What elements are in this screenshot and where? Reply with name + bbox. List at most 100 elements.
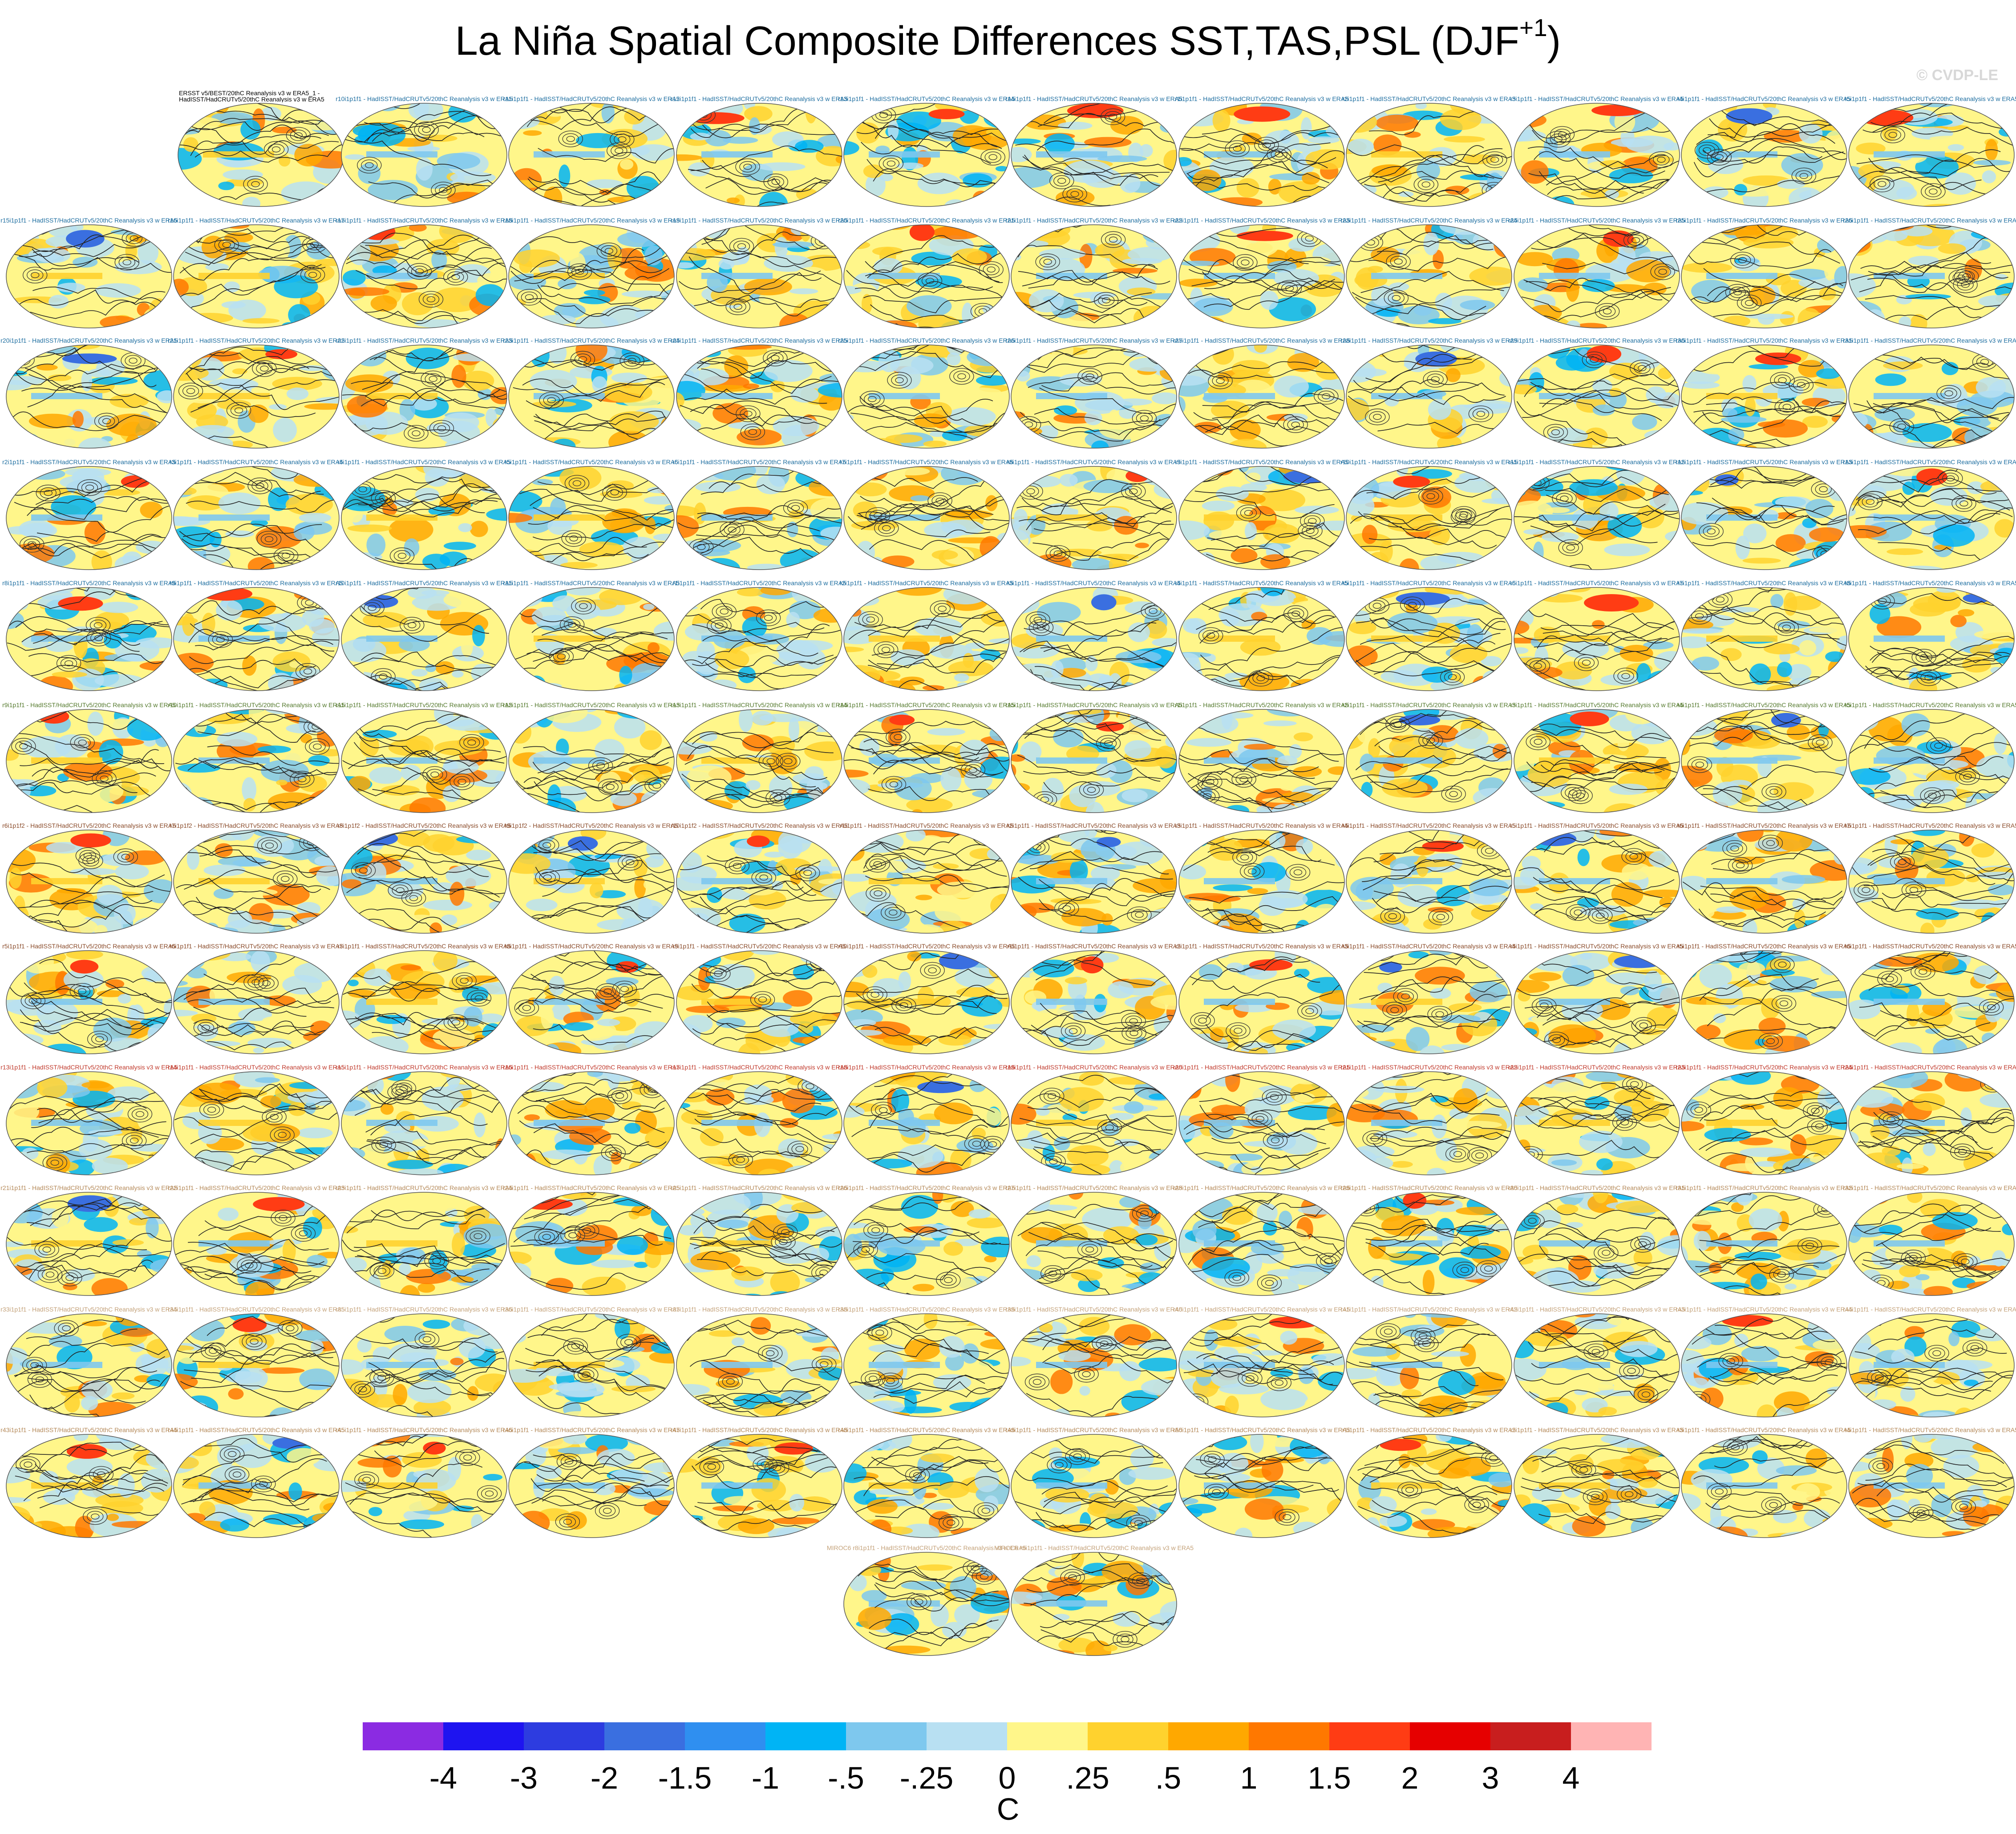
globe-map xyxy=(843,103,1010,207)
globe-map xyxy=(1011,587,1177,691)
globe-map xyxy=(1011,103,1177,207)
globe-map xyxy=(843,1192,1010,1296)
panel-title: r17i1p1f1 - HadISST/HadCRUTv5/20thC Rean… xyxy=(671,1064,848,1071)
panel-title: r8i1p1f1 - HadISST/HadCRUTv5/20thC Reana… xyxy=(505,943,678,950)
panel-title: r48i1p1f1 - HadISST/HadCRUTv5/20thC Rean… xyxy=(838,1426,1015,1433)
globe-map xyxy=(1514,1192,1680,1296)
panel-title: r21i1p1f1 - HadISST/HadCRUTv5/20thC Rean… xyxy=(168,337,345,344)
globe-map xyxy=(843,1552,1010,1656)
globe-map xyxy=(173,950,340,1054)
panel-title: r11i1p1f1 - HadISST/HadCRUTv5/20thC Rean… xyxy=(1508,458,1685,466)
globe-map xyxy=(676,1434,842,1538)
panel-title: r7i1p1f1 - HadISST/HadCRUTv5/20thC Reana… xyxy=(1677,579,1851,587)
panel-title: r47i1p1f1 - HadISST/HadCRUTv5/20thC Rean… xyxy=(671,1426,848,1433)
globe-map xyxy=(341,103,507,207)
globe-map xyxy=(508,344,675,449)
panel-title: r45i1p1f1 - HadISST/HadCRUTv5/20thC Rean… xyxy=(336,1426,513,1433)
colorbar-swatch xyxy=(1571,1722,1652,1750)
globe-map xyxy=(173,1313,340,1417)
panel-title: MIROC6 r9i1p1f1 - HadISST/HadCRUTv5/20th… xyxy=(994,1544,1194,1551)
panel-title: r9i1p1f2 - HadISST/HadCRUTv5/20thC Reana… xyxy=(505,822,678,829)
colorbar-swatch xyxy=(765,1722,846,1750)
panel-title: r4i1p1f1 - HadISST/HadCRUTv5/20thC Reana… xyxy=(1677,95,1851,102)
panel-title: r12i1p1f1 - HadISST/HadCRUTv5/20thC Rean… xyxy=(671,95,848,102)
panel-title: r5i1p1f1 - HadISST/HadCRUTv5/20thC Reana… xyxy=(1510,822,1684,829)
globe-map xyxy=(1514,950,1680,1054)
panel-title: r37i1p1f1 - HadISST/HadCRUTv5/20thC Rean… xyxy=(671,1306,848,1313)
globe-map xyxy=(1514,344,1680,449)
globe-map xyxy=(843,1071,1010,1175)
panel-title: r2i1p1f1 - HadISST/HadCRUTv5/20thC Reana… xyxy=(1007,822,1181,829)
globe-map xyxy=(676,103,842,207)
globe-map xyxy=(341,587,507,691)
title-main: La Niña Spatial Composite Differences SS… xyxy=(455,18,1519,64)
panel-title: r46i1p1f1 - HadISST/HadCRUTv5/20thC Rean… xyxy=(503,1426,680,1433)
globe-map xyxy=(341,344,507,449)
panel-title: r10i1p1f1 - HadISST/HadCRUTv5/20thC Rean… xyxy=(336,579,513,587)
panel-title: r20i1p1f1 - HadISST/HadCRUTv5/20thC Rean… xyxy=(838,217,1015,224)
panel-title: r42i1p1f1 - HadISST/HadCRUTv5/20thC Rean… xyxy=(1508,1306,1685,1313)
colorbar-label: 2 xyxy=(1401,1761,1419,1795)
panel-title: r4i1p1f1 - HadISST/HadCRUTv5/20thC Reana… xyxy=(1510,943,1684,950)
panel-title: r15i1p1f1 - HadISST/HadCRUTv5/20thC Rean… xyxy=(0,217,178,224)
panel-title: r3i1p1f1 - HadISST/HadCRUTv5/20thC Reana… xyxy=(1510,701,1684,708)
globe-map xyxy=(341,1434,507,1538)
panel-title: r13i1p1f1 - HadISST/HadCRUTv5/20thC Rean… xyxy=(671,701,848,708)
panel-title: r21i1p1f1 - HadISST/HadCRUTv5/20thC Rean… xyxy=(0,1184,178,1191)
globe-map xyxy=(1848,709,2015,813)
globe-map xyxy=(341,466,507,570)
panel-title: r29i1p1f1 - HadISST/HadCRUTv5/20thC Rean… xyxy=(1340,1184,1518,1191)
panel-title: r21i1p1f1 - HadISST/HadCRUTv5/20thC Rean… xyxy=(1005,217,1182,224)
globe-map xyxy=(1848,950,2015,1054)
panel-title: r24i1p1f1 - HadISST/HadCRUTv5/20thC Rean… xyxy=(1508,217,1685,224)
globe-map xyxy=(676,587,842,691)
panel-title: r12i1p1f1 - HadISST/HadCRUTv5/20thC Rean… xyxy=(503,701,680,708)
panel-title: r7i1p1f1 - HadISST/HadCRUTv5/20thC Reana… xyxy=(337,943,511,950)
globe-map xyxy=(1346,1192,1512,1296)
panel-title: r9i1p1f1 - HadISST/HadCRUTv5/20thC Reana… xyxy=(672,943,846,950)
panel-title: r22i1p1f1 - HadISST/HadCRUTv5/20thC Rean… xyxy=(168,1184,345,1191)
globe-map xyxy=(1346,950,1512,1054)
colorbar-label: -2 xyxy=(590,1761,619,1795)
panel-title: r4i1p1f1 - HadISST/HadCRUTv5/20thC Reana… xyxy=(1677,701,1851,708)
panel-title: r7i1p1f1 - HadISST/HadCRUTv5/20thC Reana… xyxy=(840,458,1013,466)
panel-title: r27i1p1f1 - HadISST/HadCRUTv5/20thC Rean… xyxy=(1173,337,1350,344)
panel-title: r5i1p1f1 - HadISST/HadCRUTv5/20thC Reana… xyxy=(1342,579,1516,587)
panel-title: r44i1p1f1 - HadISST/HadCRUTv5/20thC Rean… xyxy=(1843,1306,2016,1313)
globe-map xyxy=(6,830,172,934)
globe-map xyxy=(1011,224,1177,328)
colorbar-label: -1.5 xyxy=(658,1761,712,1795)
colorbar-swatch xyxy=(1329,1722,1410,1750)
colorbar-label: 3 xyxy=(1482,1761,1499,1795)
globe-map xyxy=(1346,1434,1512,1538)
globe-map xyxy=(341,950,507,1054)
globe-map xyxy=(1848,466,2015,570)
globe-map xyxy=(341,1192,507,1296)
panel-title: r8i1p1f1 - HadISST/HadCRUTv5/20thC Reana… xyxy=(2,579,176,587)
globe-map xyxy=(1011,1071,1177,1175)
panel-title: r23i1p1f1 - HadISST/HadCRUTv5/20thC Rean… xyxy=(503,337,680,344)
globe-map xyxy=(173,709,340,813)
globe-map xyxy=(1848,830,2015,934)
globe-map xyxy=(1514,103,1680,207)
colorbar-swatch xyxy=(524,1722,604,1750)
globe-map xyxy=(676,950,842,1054)
globe-map xyxy=(173,830,340,934)
panel-title: r44i1p1f1 - HadISST/HadCRUTv5/20thC Rean… xyxy=(168,1426,345,1433)
globe-map xyxy=(1178,1071,1345,1175)
panel-title: r3i1p1f1 - HadISST/HadCRUTv5/20thC Reana… xyxy=(1510,95,1684,102)
panel-title: r32i1p1f1 - HadISST/HadCRUTv5/20thC Rean… xyxy=(1843,1184,2016,1191)
globe-map xyxy=(1514,1071,1680,1175)
panel-title: r1i1p1f1 - HadISST/HadCRUTv5/20thC Reana… xyxy=(840,822,1013,829)
panel-title: r5i1p1f1 - HadISST/HadCRUTv5/20thC Reana… xyxy=(1677,943,1851,950)
panel-title: r3i1p1f1 - HadISST/HadCRUTv5/20thC Reana… xyxy=(1175,822,1348,829)
panel-title: r20i1p1f1 - HadISST/HadCRUTv5/20thC Rean… xyxy=(1173,1064,1350,1071)
colorbar-swatch xyxy=(1007,1722,1088,1750)
globe-map xyxy=(1178,587,1345,691)
panel-title: r9i1p1f1 - HadISST/HadCRUTv5/20thC Reana… xyxy=(2,701,176,708)
globe-map xyxy=(341,224,507,328)
globe-map xyxy=(1346,587,1512,691)
panel-title: r30i1p1f1 - HadISST/HadCRUTv5/20thC Rean… xyxy=(1676,337,1853,344)
globe-map xyxy=(508,950,675,1054)
globe-map xyxy=(676,344,842,449)
